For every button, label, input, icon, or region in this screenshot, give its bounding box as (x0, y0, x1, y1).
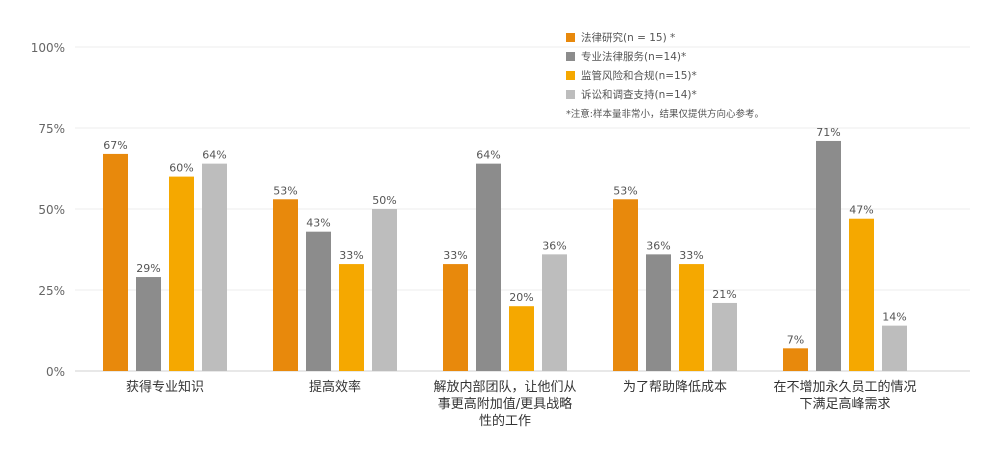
bar (712, 302, 737, 371)
x-category-label: 为了帮助降低成本 (623, 380, 727, 395)
x-category-label: 事更高附加值/更具战略 (438, 396, 572, 412)
y-tick-label: 0% (46, 365, 65, 379)
bar-value-label: 43% (306, 217, 330, 230)
bar-value-label: 7% (787, 333, 804, 346)
legend-swatch (566, 90, 575, 99)
bar-value-label: 20% (509, 291, 533, 304)
bar (542, 254, 567, 371)
legend-label: 监管风险和合规(n=15)* (581, 70, 697, 82)
y-tick-label: 50% (38, 203, 65, 217)
x-category-label: 获得专业知识 (126, 379, 204, 395)
y-axis: 0% 25% 50% 75% 100% (31, 41, 65, 379)
bar-value-label: 36% (542, 239, 566, 252)
bar-value-label: 33% (443, 249, 467, 262)
bar (783, 348, 808, 371)
bar (679, 264, 704, 371)
bar (372, 209, 397, 371)
legend-item: 监管风险和合规(n=15)* (566, 66, 866, 85)
bar-value-label: 29% (136, 262, 160, 275)
bar (646, 254, 671, 371)
bar (476, 163, 501, 371)
legend-note: *注意:样本量非常小，结果仅提供方向心参考。 (566, 109, 764, 120)
bar (613, 199, 638, 371)
legend-swatch (566, 33, 575, 42)
bar (202, 163, 227, 371)
legend-label: 法律研究(n = 15) * (581, 32, 676, 44)
legend-label: 专业法律服务(n=14)* (581, 51, 687, 63)
y-tick-label: 100% (31, 41, 65, 55)
legend-label: 诉讼和调查支持(n=14)* (581, 89, 697, 101)
bar-value-label: 71% (816, 126, 840, 139)
bar (849, 218, 874, 371)
legend-swatch (566, 71, 575, 80)
bar (273, 199, 298, 371)
legend-item: 诉讼和调查支持(n=14)* (566, 85, 866, 104)
bar-value-label: 64% (476, 149, 500, 162)
bar-value-label: 53% (273, 184, 297, 197)
bar (339, 264, 364, 371)
x-category-label: 下满足高峰需求 (799, 396, 890, 412)
bar (103, 153, 128, 371)
bar-value-label: 47% (849, 204, 873, 217)
bar (443, 264, 468, 371)
legend-item: 专业法律服务(n=14)* (566, 47, 866, 66)
bar-value-label: 21% (712, 288, 736, 301)
bar-value-label: 67% (103, 139, 127, 152)
bars: 67% 29% 60% 64% 53% 43% 33% 50% 33% 64% 20% 36% 53% 3… (103, 126, 907, 371)
legend-swatch (566, 52, 575, 61)
bar-value-label: 53% (613, 184, 637, 197)
bar-value-label: 60% (169, 162, 193, 175)
bar-value-label: 33% (339, 249, 363, 262)
legend-item: 法律研究(n = 15) * (566, 28, 866, 47)
legend: 法律研究(n = 15) * 专业法律服务(n=14)* 监管风险和合规(n=15)… (566, 28, 866, 120)
x-category-label: 提高效率 (309, 379, 361, 395)
bar (306, 231, 331, 371)
x-category-label: 在不增加永久员工的情况 (773, 379, 916, 395)
bar (509, 306, 534, 371)
bar-value-label: 50% (372, 194, 396, 207)
bar (169, 176, 194, 371)
bar-value-label: 14% (882, 311, 906, 324)
y-tick-label: 25% (38, 284, 65, 298)
bar-value-label: 33% (679, 249, 703, 262)
bar (882, 325, 907, 371)
x-category-label: 性的工作 (479, 413, 531, 429)
x-category-label: 解放内部团队，让他们从 (433, 379, 576, 395)
bar-value-label: 64% (202, 149, 226, 162)
bar (136, 277, 161, 371)
y-tick-label: 75% (38, 122, 65, 136)
bar-value-label: 36% (646, 239, 670, 252)
bar (816, 140, 841, 371)
